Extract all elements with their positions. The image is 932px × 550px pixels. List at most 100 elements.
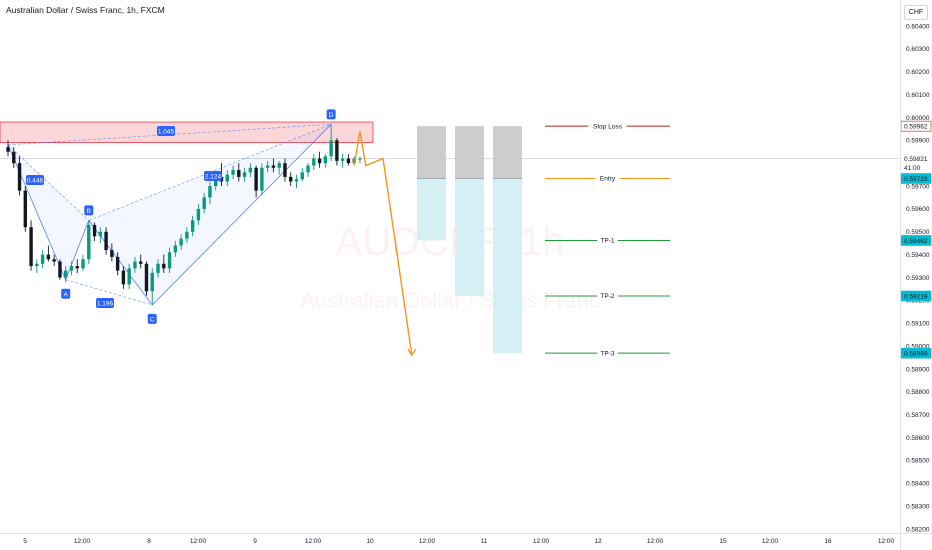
projected-arrowhead (407, 348, 417, 357)
candle-body (340, 158, 345, 161)
position-box-tp-3 (493, 126, 522, 354)
candle (179, 234, 183, 251)
price-tag-text: 0.59733 (904, 176, 928, 183)
candle (75, 259, 79, 273)
candle (29, 220, 33, 271)
candle (133, 256, 137, 273)
candle-body (346, 158, 351, 164)
price-tick-label: 0.58600 (906, 435, 930, 442)
price-tick-label: 0.59500 (906, 229, 930, 236)
trade-level-label-bg (597, 349, 618, 358)
candle-body (196, 208, 201, 221)
candle (242, 167, 247, 182)
candle (40, 250, 45, 269)
reward-area (455, 178, 484, 297)
time-tick-label: 11 (481, 538, 488, 545)
trade-level-tp-3: TP-3 (545, 349, 670, 357)
price-axis-divider (900, 0, 901, 550)
candle (289, 172, 293, 187)
price-tick-label: 0.60000 (906, 115, 930, 122)
candle-body (58, 261, 62, 278)
candle (346, 154, 351, 166)
time-tick-label: 8 (147, 538, 151, 545)
price-tick-label: 0.59400 (906, 252, 930, 259)
candle-body (173, 245, 178, 253)
candle (254, 165, 258, 198)
candle (52, 254, 56, 267)
candle (58, 259, 62, 280)
candle-body (265, 165, 270, 168)
candle (156, 259, 160, 278)
pattern-point-a-text: A (64, 291, 69, 298)
price-tick-label: 0.58200 (906, 526, 930, 533)
price-tag-tp: 0.59462 (900, 235, 932, 246)
pattern-point-c-text: C (150, 316, 155, 323)
candle (329, 124, 333, 161)
candle-body (190, 220, 195, 232)
pattern-point-b-text: B (87, 208, 91, 215)
price-tick-label: 0.60200 (906, 69, 930, 76)
candle-body (358, 158, 362, 160)
price-tag-stop: 0.59962 (900, 120, 932, 132)
candle-body (214, 176, 218, 187)
candle (208, 181, 212, 205)
risk-area (493, 126, 522, 179)
candle-body (225, 174, 229, 182)
price-tag-bg (900, 120, 932, 132)
pattern-fill-bcd (88, 124, 332, 305)
trade-level-stop-loss: Stop Loss (545, 122, 670, 130)
candle-body (104, 231, 108, 251)
candle-body (271, 165, 276, 168)
price-tag-bg (900, 290, 932, 302)
trade-level-label: Stop Loss (593, 123, 623, 130)
candle (248, 163, 253, 177)
prz-zone (0, 121, 374, 144)
pattern-ratio-0-446-bg (26, 175, 44, 185)
reward-area (417, 178, 446, 241)
candle (98, 227, 103, 244)
candle-body (46, 254, 51, 260)
trade-level-entry: Entry (545, 174, 670, 183)
symbol-title: Australian Dollar / Swiss Franc, 1h, FXC… (6, 5, 165, 15)
candle-body (329, 140, 333, 157)
candle-body (277, 163, 281, 168)
pattern-point-d-bg (326, 109, 336, 120)
pattern-point-d-text: D (329, 112, 334, 119)
candle-body (29, 227, 33, 267)
trade-level-label: TP-3 (600, 350, 614, 357)
price-tag-tp: 0.58969 (900, 347, 932, 359)
candle-body (110, 250, 114, 257)
pattern-ratio-2-124: 2.124 (204, 171, 222, 181)
candle (110, 243, 114, 262)
candle-body (254, 167, 258, 191)
pattern-ratio-0-446: 0.446 (26, 175, 44, 185)
candle (104, 227, 108, 255)
price-tag-tp: 0.59219 (900, 290, 932, 302)
candle (185, 227, 189, 244)
position-box-tp-2 (455, 126, 484, 297)
pattern-ratio-line-ac (65, 279, 153, 306)
price-tick-label: 0.58500 (906, 458, 930, 465)
candle-body (139, 261, 143, 264)
time-tick-label: 12:00 (762, 538, 779, 545)
trade-level-label-bg (588, 122, 627, 131)
time-tick-label: 12:00 (647, 538, 664, 545)
position-box-tp-1 (417, 126, 446, 241)
price-tick-label: 0.58400 (906, 481, 930, 488)
candle-body (12, 151, 16, 164)
candle-body (64, 270, 68, 278)
price-tick-label: 0.58300 (906, 503, 930, 510)
currency-button[interactable]: CHF (904, 5, 928, 20)
candle (167, 247, 172, 273)
candle (115, 252, 120, 276)
candle-body (242, 172, 247, 177)
pattern-point-b-bg (84, 205, 94, 216)
candle-body (40, 254, 45, 264)
candle-body (35, 263, 39, 267)
candle-body (335, 140, 339, 161)
candle (92, 222, 97, 241)
price-tag-text: 0.59962 (904, 124, 928, 131)
pattern-ratio-line-xb (7, 144, 89, 221)
pattern-ratio-1-196-bg (96, 298, 114, 308)
